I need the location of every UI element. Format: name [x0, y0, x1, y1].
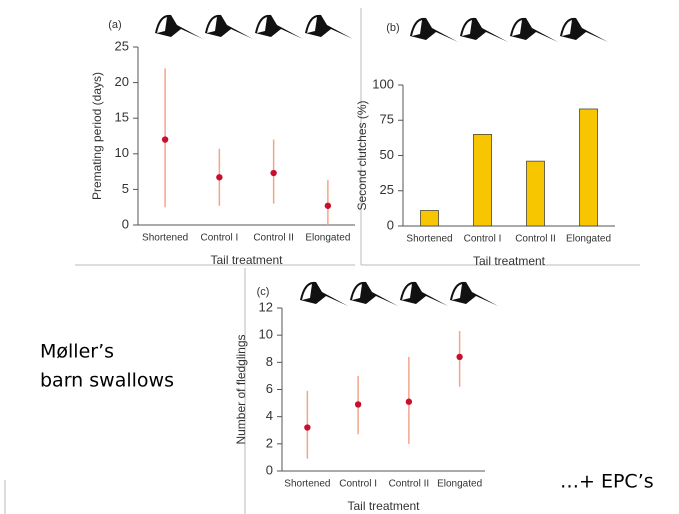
bird-icon [512, 20, 522, 36]
note: …+ EPC’s [560, 471, 654, 493]
bird-icon [255, 14, 303, 39]
point [354, 401, 362, 408]
bird-icon [510, 17, 558, 42]
x-tick-label: Control II [515, 234, 556, 245]
point [324, 202, 332, 209]
y-tick-label: 5 [122, 181, 129, 196]
y-tick-label: 0 [122, 216, 129, 231]
x-tick-label: Control II [389, 479, 430, 490]
bird-icon [460, 17, 508, 42]
y-tick-label: 0 [266, 462, 273, 477]
y-tick-label: 25 [115, 38, 129, 53]
x-tick-label: Elongated [437, 479, 482, 490]
point [270, 169, 277, 177]
bird-icon [302, 284, 312, 300]
panel-label: (b) [386, 22, 399, 34]
point [161, 136, 169, 143]
bar [420, 210, 439, 227]
bird-icon [207, 17, 217, 33]
y-axis-label: Number of fledglings [234, 334, 248, 444]
bird-icon [205, 14, 253, 39]
x-tick-label: Shortened [406, 234, 452, 245]
x-axis-label: Tail treatment [210, 253, 283, 267]
y-tick-label: 10 [259, 327, 273, 342]
x-tick-label: Shortened [284, 479, 330, 490]
y-tick-label: 2 [266, 435, 273, 450]
y-tick-label: 6 [266, 381, 273, 396]
x-axis-label: Tail treatment [347, 499, 420, 513]
point [304, 424, 311, 431]
bar [579, 108, 598, 227]
bird-icon [155, 14, 203, 39]
y-tick-label: 25 [380, 182, 394, 197]
bird-icon [560, 17, 608, 42]
point [216, 174, 223, 181]
bird-icon [452, 284, 462, 300]
y-tick-label: 4 [266, 408, 273, 423]
y-tick-label: 8 [266, 354, 273, 369]
bird-icon [410, 17, 458, 42]
bird-icon [157, 17, 167, 33]
panel-label: (a) [108, 19, 121, 31]
point [456, 353, 463, 361]
bird-icon [412, 20, 422, 36]
x-tick-label: Control I [464, 234, 502, 245]
panel-label: (c) [257, 286, 270, 298]
x-tick-label: Shortened [142, 233, 188, 244]
y-tick-label: 0 [387, 217, 394, 232]
caption: barn swallows [40, 370, 174, 392]
y-tick-label: 10 [115, 145, 129, 160]
x-tick-label: Control I [200, 233, 238, 244]
y-axis-label: Premating period (days) [90, 72, 104, 200]
bird-icon [305, 14, 353, 39]
x-tick-label: Control I [339, 479, 377, 490]
bird-icon [462, 20, 472, 36]
y-tick-label: 20 [115, 74, 129, 89]
bird-icon [400, 281, 448, 306]
bird-icon [352, 284, 362, 300]
y-tick-label: 15 [115, 110, 129, 125]
bar [473, 134, 492, 227]
x-tick-label: Elongated [566, 234, 611, 245]
bird-icon [257, 17, 267, 33]
y-axis-label: Second clutches (%) [355, 100, 369, 210]
bird-icon [350, 281, 398, 306]
x-tick-label: Control II [253, 233, 294, 244]
y-tick-label: 75 [380, 112, 394, 127]
bird-icon [562, 20, 572, 36]
bird-icon [300, 281, 348, 306]
caption: Møller’s [40, 341, 114, 363]
y-tick-label: 100 [372, 76, 394, 91]
bar [526, 160, 545, 227]
y-tick-label: 12 [259, 299, 273, 314]
bird-icon [450, 281, 498, 306]
bird-icon [307, 17, 317, 33]
y-tick-label: 50 [380, 147, 394, 162]
x-tick-label: Elongated [305, 233, 350, 244]
x-axis-label: Tail treatment [473, 254, 546, 268]
point [405, 398, 413, 405]
bird-icon [402, 284, 412, 300]
